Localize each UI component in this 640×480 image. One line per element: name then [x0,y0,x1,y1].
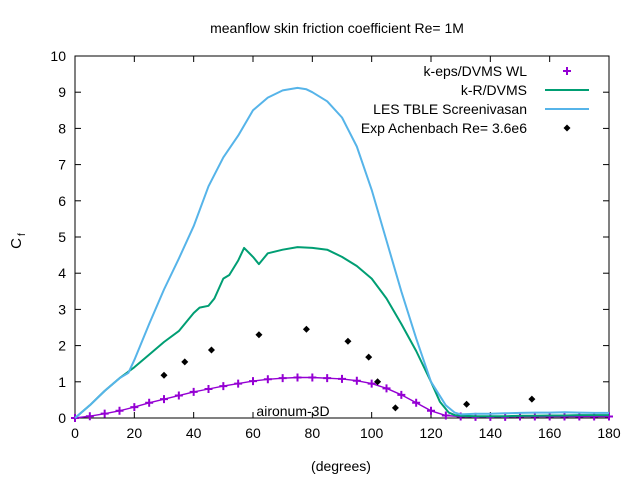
x-tick-label: 60 [245,425,261,441]
data-point [145,398,154,407]
chart-annotation: aironum-3D [256,403,329,419]
legend-label: k-R/DVMS [461,82,527,98]
data-point [204,385,213,394]
plot-border [74,55,610,419]
x-tick-label: 0 [71,425,79,441]
x-tick-label: 160 [538,425,562,441]
x-tick-label: 80 [305,425,321,441]
series-line [74,246,609,419]
data-point [441,411,450,420]
y-tick-label: 8 [58,120,66,136]
x-tick-label: 100 [360,425,384,441]
x-tick-label: 40 [186,425,202,441]
chart-title: meanflow skin friction coefficient Re= 1… [210,20,464,36]
data-point [207,346,215,354]
data-point [130,403,139,412]
data-point [374,378,382,386]
data-point [463,400,471,408]
series-1 [74,246,609,419]
x-tick-label: 140 [479,425,503,441]
data-point [365,353,373,361]
x-axis-label: (degrees) [311,458,371,474]
y-axis-label-sub: f [17,233,28,236]
y-tick-label: 1 [58,374,66,390]
data-point [308,373,317,382]
y-tick-label: 7 [58,157,66,173]
data-point [293,373,302,382]
legend-swatch [563,124,571,132]
data-point [189,387,198,396]
y-tick-label: 0 [58,410,66,426]
data-point [412,398,421,407]
data-point [367,379,376,388]
data-point [391,404,399,412]
data-point [427,406,435,415]
series-line [74,86,609,419]
data-point [397,390,406,399]
y-axis-label: Cf [8,233,28,249]
x-tick-label: 120 [419,425,443,441]
chart-legend: k-eps/DVMS WL k-R/DVMS LES TBLE Screenivas… [361,63,589,136]
x-axis-ticks: 0 20 40 60 80 100 120 140 160 180 [71,56,621,441]
plot-area [74,55,610,419]
legend-label: LES TBLE Screenivasan [373,101,527,117]
data-point [278,374,287,383]
data-point [263,375,272,384]
y-tick-label: 2 [58,338,66,354]
data-point [219,382,228,391]
data-point [160,395,168,404]
data-point [85,412,94,421]
data-point [234,379,243,388]
y-tick-label: 3 [58,301,66,317]
data-point [100,409,109,418]
y-tick-label: 9 [58,84,66,100]
data-point [302,325,310,333]
y-tick-label: 5 [58,229,66,245]
data-point [528,395,536,403]
data-point [344,337,352,345]
series-3 [160,325,536,412]
data-point [382,384,391,393]
data-point [115,406,124,415]
data-point [174,391,183,400]
data-point [575,412,584,421]
legend-swatch [563,67,571,75]
series-layer [71,86,613,422]
series-2 [74,86,609,419]
x-tick-label: 180 [597,425,621,441]
x-tick-label: 20 [127,425,143,441]
legend-label: Exp Achenbach Re= 3.6e6 [361,120,527,136]
y-tick-label: 6 [58,193,66,209]
y-axis-ticks: 0 1 2 3 4 5 6 7 8 9 10 [50,48,609,426]
data-point [181,358,189,366]
data-point [560,412,569,421]
data-point [352,376,361,385]
data-point [338,374,346,383]
data-point [255,331,263,339]
y-tick-label: 4 [58,265,66,281]
y-axis-label-main: C [8,238,25,249]
svg-text:Cf: Cf [8,233,28,249]
data-point [160,371,168,379]
data-point [323,374,332,383]
data-point [249,377,257,386]
legend-label: k-eps/DVMS WL [424,63,528,79]
y-tick-label: 10 [50,48,66,64]
